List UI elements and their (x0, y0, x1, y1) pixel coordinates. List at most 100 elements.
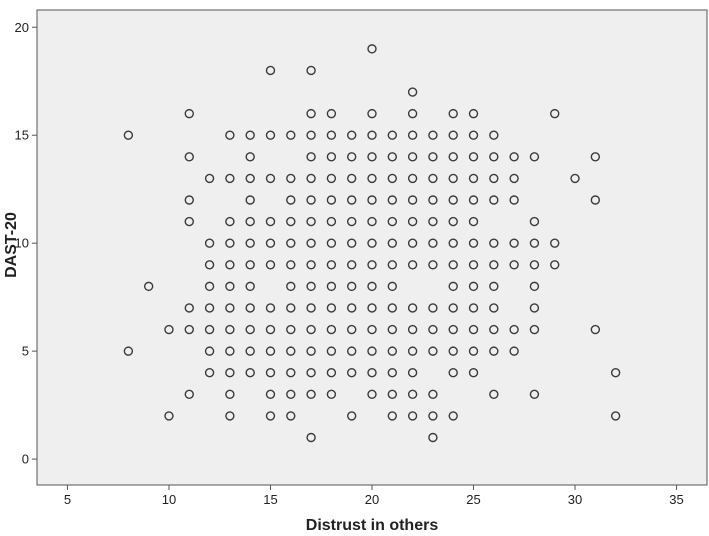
data-point (245, 152, 255, 162)
data-point (509, 260, 519, 270)
data-point (529, 303, 540, 313)
data-point (184, 216, 194, 227)
data-point (387, 389, 398, 400)
data-point (428, 303, 438, 313)
data-point (306, 324, 316, 335)
data-point (407, 152, 418, 162)
data-point (245, 238, 255, 248)
data-point (225, 260, 235, 270)
data-point (407, 411, 418, 421)
data-point (367, 195, 377, 205)
data-point (489, 303, 499, 313)
data-point (448, 238, 458, 248)
data-point (306, 281, 316, 292)
data-point (367, 216, 377, 227)
data-point (407, 303, 418, 313)
data-point (306, 303, 316, 313)
data-point (346, 368, 357, 378)
data-point (346, 281, 357, 292)
data-point (590, 195, 601, 205)
data-point (489, 173, 499, 184)
data-point (326, 368, 337, 378)
data-point (428, 173, 438, 184)
data-point (164, 411, 174, 421)
data-point (306, 65, 316, 76)
data-point (407, 195, 418, 205)
data-point (306, 152, 316, 162)
data-point (529, 216, 540, 227)
data-point (265, 368, 276, 378)
data-point (225, 324, 235, 335)
data-point (245, 303, 255, 313)
data-point (489, 324, 499, 335)
data-point (346, 260, 357, 270)
data-point (245, 281, 255, 292)
data-point (326, 346, 337, 356)
data-point (407, 346, 418, 356)
data-point (326, 130, 337, 140)
data-point (184, 195, 194, 205)
axis-ticks: 5 10 15 20 25 30 35 0 5 10 15 20 (15, 20, 684, 507)
x-tick-label: 20 (365, 492, 379, 507)
data-point (489, 152, 499, 162)
data-point (326, 389, 337, 400)
x-tick-label: 30 (568, 492, 582, 507)
data-point (387, 411, 398, 421)
data-point (468, 238, 479, 248)
data-point (387, 195, 398, 205)
data-point (367, 346, 377, 356)
data-point (346, 303, 357, 313)
data-point (387, 260, 398, 270)
data-point (306, 432, 316, 443)
data-point (448, 324, 458, 335)
data-point (367, 260, 377, 270)
data-point (448, 173, 458, 184)
data-point (428, 389, 438, 400)
data-point (286, 346, 296, 356)
x-tick-label: 35 (669, 492, 683, 507)
data-point (387, 281, 398, 292)
data-point (265, 238, 276, 248)
data-point (407, 216, 418, 227)
data-point (286, 216, 296, 227)
data-point (265, 411, 276, 421)
data-point (265, 65, 276, 76)
data-point (407, 130, 418, 140)
data-point (489, 130, 499, 140)
data-point (489, 281, 499, 292)
data-point (326, 324, 337, 335)
data-point (346, 346, 357, 356)
x-tick-label: 15 (263, 492, 277, 507)
data-point (326, 173, 337, 184)
data-point (367, 324, 377, 335)
data-point (489, 389, 499, 400)
data-point (367, 173, 377, 184)
data-point (509, 346, 519, 356)
data-point (245, 173, 255, 184)
data-point (265, 216, 276, 227)
data-point (225, 411, 235, 421)
data-point (529, 152, 540, 162)
y-tick-label: 0 (22, 452, 29, 467)
data-point (204, 368, 215, 378)
data-point (407, 324, 418, 335)
data-point (346, 324, 357, 335)
data-point (326, 281, 337, 292)
data-point (468, 173, 479, 184)
data-point (367, 130, 377, 140)
data-point (346, 238, 357, 248)
y-tick-label: 10 (15, 236, 29, 251)
data-point (367, 303, 377, 313)
y-tick-label: 15 (15, 128, 29, 143)
data-point (468, 260, 479, 270)
data-point (184, 389, 194, 400)
data-point (286, 173, 296, 184)
data-point (204, 324, 215, 335)
data-point (265, 389, 276, 400)
data-point (225, 368, 235, 378)
data-point (428, 130, 438, 140)
data-point (590, 324, 601, 335)
data-point (286, 130, 296, 140)
data-point (306, 238, 316, 248)
data-point (286, 411, 296, 421)
